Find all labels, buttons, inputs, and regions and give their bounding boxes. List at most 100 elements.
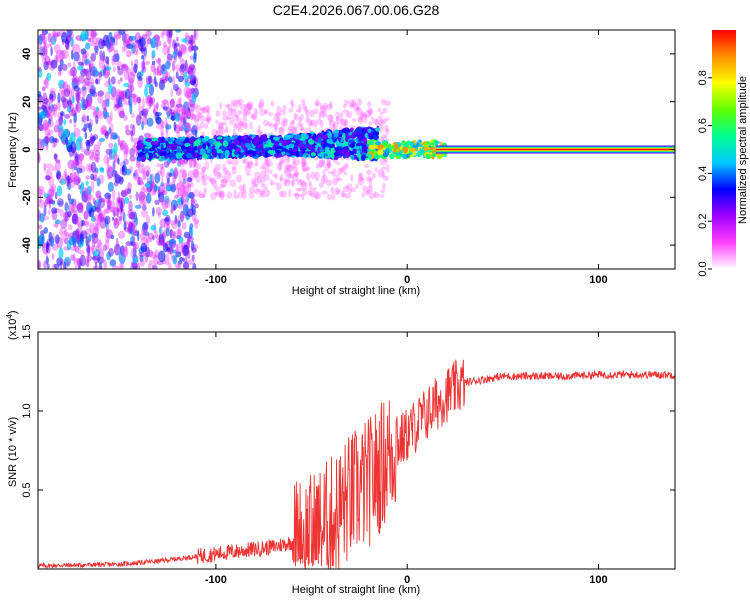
heatmap-cell — [328, 101, 333, 109]
heatmap-cell — [178, 236, 184, 244]
heatmap-cell — [181, 183, 185, 188]
heatmap-cell — [380, 118, 387, 124]
heatmap-cell — [68, 179, 76, 189]
heatmap-cell — [71, 77, 77, 83]
heatmap-cell — [131, 35, 137, 41]
heatmap-cell — [177, 220, 181, 228]
heatmap-cell — [175, 100, 182, 106]
heatmap-cell — [271, 173, 277, 178]
heatmap-cell — [80, 181, 85, 190]
heatmap-cell — [307, 146, 315, 150]
heatmap-cell — [73, 60, 76, 72]
heatmap-cell — [292, 125, 298, 130]
heatmap-cell — [124, 187, 129, 196]
heatmap-cell — [73, 51, 80, 62]
heatmap-cell — [193, 159, 199, 169]
colorbar-ticks: 0.00.20.40.60.8 — [697, 70, 712, 277]
heatmap-cell — [222, 178, 228, 184]
heatmap-cell — [194, 30, 199, 41]
heatmap-cell — [205, 109, 211, 115]
heatmap-cell — [160, 32, 165, 39]
heatmap-cell — [231, 159, 239, 166]
heatmap-cell — [349, 125, 356, 129]
heatmap-cell — [69, 66, 77, 77]
heatmap-cell — [225, 125, 229, 132]
heatmap-cell — [162, 190, 168, 196]
heatmap-cell — [143, 231, 150, 236]
heatmap-cell — [294, 113, 299, 121]
heatmap-cell — [49, 93, 54, 100]
heatmap-cell — [75, 178, 80, 185]
heatmap-cell — [98, 265, 103, 269]
x-tick-label: -100 — [205, 574, 227, 586]
heatmap-cell — [158, 184, 166, 195]
heatmap-cell — [328, 120, 336, 128]
heatmap-cell — [89, 222, 95, 234]
heatmap-cell — [194, 203, 199, 209]
heatmap-cell — [173, 231, 176, 239]
heatmap-cell — [145, 30, 152, 37]
heatmap-cell — [300, 158, 307, 168]
heatmap-cell — [145, 153, 150, 160]
heatmap-cell — [51, 30, 56, 39]
heatmap-cell — [85, 235, 89, 247]
heatmap-cell — [345, 136, 349, 143]
heatmap-cell — [141, 55, 145, 60]
heatmap-cell — [106, 175, 111, 180]
heatmap-cell — [112, 66, 116, 73]
heatmap-cell — [284, 165, 289, 174]
heatmap-cell — [131, 94, 139, 103]
heatmap-cell — [119, 110, 125, 119]
heatmap-cell — [89, 64, 94, 71]
heatmap-cell — [60, 111, 65, 117]
heatmap-cell — [170, 199, 178, 211]
heatmap-cell — [176, 186, 179, 198]
heatmap-cell — [144, 112, 147, 119]
heatmap-cell — [323, 102, 329, 111]
heatmap-cell — [61, 49, 69, 60]
heatmap-cell — [137, 176, 144, 186]
heatmap-cell — [165, 124, 172, 130]
heatmap-cell — [117, 96, 123, 107]
heatmap-cell — [77, 75, 85, 84]
heatmap-cell — [237, 135, 242, 142]
heatmap-cell — [317, 146, 322, 154]
heatmap-cell — [98, 137, 105, 142]
heatmap-cell — [57, 198, 64, 208]
heatmap-cell — [61, 230, 68, 242]
heatmap-cell — [68, 198, 74, 205]
heatmap-cell — [190, 198, 197, 204]
heatmap-cell — [225, 159, 232, 164]
heatmap-cell — [363, 118, 368, 123]
heatmap-cell — [192, 262, 197, 269]
heatmap-cell — [184, 122, 191, 128]
heatmap-cell — [185, 103, 191, 107]
heatmap-cell — [94, 45, 99, 54]
heatmap-cell — [96, 205, 101, 214]
heatmap-cell — [132, 172, 136, 177]
heatmap-cell — [351, 132, 357, 136]
heatmap-cell — [192, 168, 199, 175]
heatmap-cell — [139, 37, 146, 48]
heatmap-cell — [98, 248, 105, 260]
heatmap-cell — [327, 171, 335, 174]
heatmap-cell — [148, 97, 154, 107]
heatmap-cell — [56, 257, 64, 266]
heatmap-cell — [256, 129, 261, 133]
heatmap-cell — [296, 181, 303, 186]
heatmap-cell — [73, 74, 78, 79]
colorbar: 0.00.20.40.60.8 Normalized spectral ampl… — [697, 30, 749, 277]
heatmap-cell — [76, 161, 80, 166]
heatmap-cell — [115, 216, 122, 226]
heatmap-cell — [303, 167, 309, 172]
heatmap-cell — [101, 197, 105, 203]
heatmap-cell — [287, 164, 294, 173]
heatmap-cell — [210, 192, 217, 201]
heatmap-cell — [173, 204, 176, 212]
heatmap-cell — [375, 127, 381, 132]
heatmap-cell — [380, 189, 386, 194]
heatmap-cell — [222, 110, 227, 118]
heatmap-cell — [111, 188, 116, 201]
heatmap-cell — [312, 108, 319, 115]
